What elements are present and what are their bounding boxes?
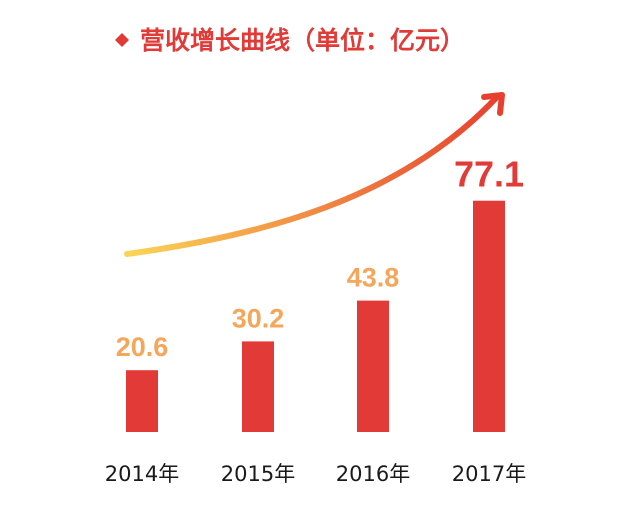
chart-title: 营收增长曲线（单位：亿元） [140, 26, 465, 55]
x-tick-label: 2014年 [105, 462, 179, 486]
value-label: 77.1 [454, 154, 524, 195]
x-tick-label: 2017年 [452, 462, 526, 486]
value-labels-layer: 20.6 30.2 43.8 77.1 [116, 154, 524, 363]
value-label: 30.2 [232, 303, 285, 333]
arrowhead-icon [481, 92, 505, 116]
trend-curve [124, 94, 500, 257]
diamond-icon [115, 33, 129, 47]
trend-arrow [124, 92, 505, 257]
value-label: 20.6 [116, 332, 169, 362]
bar-2017年 [473, 200, 505, 432]
bar-2014年 [126, 370, 158, 432]
x-axis-tick-labels: 2014年 2015年 2016年 2017年 [105, 462, 526, 486]
x-tick-label: 2016年 [336, 462, 410, 486]
x-tick-label: 2015年 [221, 462, 295, 486]
bars-layer [126, 200, 505, 432]
bar-2016年 [357, 300, 389, 432]
bar-2015年 [242, 341, 274, 432]
chart-title-group: 营收增长曲线（单位：亿元） [115, 26, 465, 55]
value-label: 43.8 [347, 263, 400, 293]
